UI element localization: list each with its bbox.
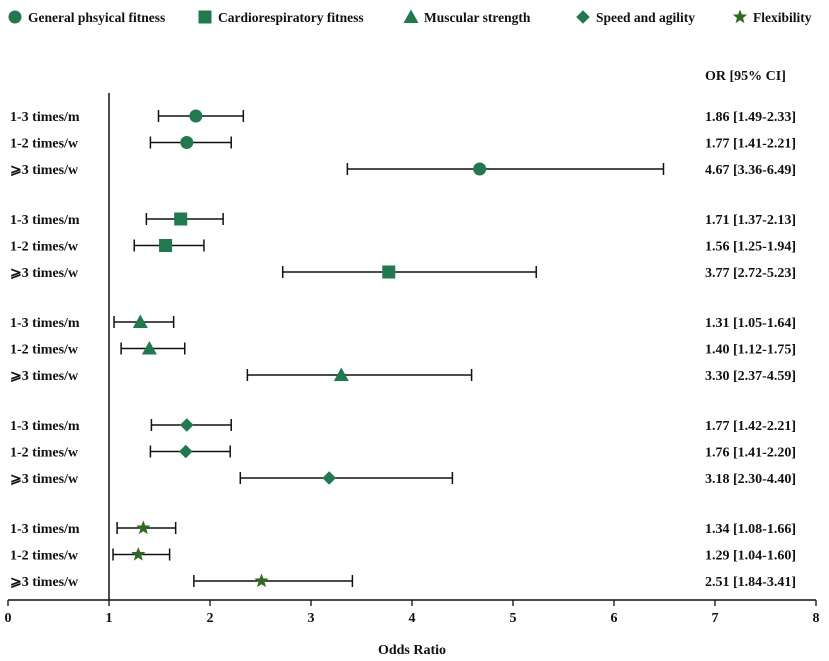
- row-label: ⩾3 times/w: [10, 163, 79, 178]
- data-row: 1-2 times/w 1.40 [1.12-1.75]: [10, 341, 796, 358]
- row-label: 1-3 times/m: [10, 522, 80, 537]
- point-estimate: [136, 520, 151, 535]
- or-ci-value: 2.51 [1.84-3.41]: [705, 575, 796, 590]
- legend-item: Speed and agility: [576, 10, 695, 25]
- legend-item: Muscular strength: [403, 9, 531, 25]
- x-tick-label: 6: [611, 611, 618, 626]
- data-row: ⩾3 times/w 3.18 [2.30-4.40]: [10, 471, 796, 487]
- data-row: ⩾3 times/w 3.77 [2.72-5.23]: [10, 265, 796, 281]
- row-label: 1-2 times/w: [10, 240, 79, 255]
- diamond-icon: [576, 10, 590, 24]
- data-row: 1-2 times/w 1.56 [1.25-1.94]: [10, 239, 796, 255]
- x-axis-title: Odds Ratio: [378, 643, 446, 658]
- x-tick-label: 4: [409, 611, 416, 626]
- triangle-icon: [403, 9, 419, 23]
- point-estimate: [180, 136, 194, 149]
- x-tick-label: 0: [5, 611, 12, 626]
- series-group: 1-3 times/m 1.77 [1.42-2.21] 1-2 times/w 1.…: [10, 418, 796, 487]
- square-icon: [198, 10, 212, 24]
- row-label: ⩾3 times/w: [10, 369, 79, 384]
- or-ci-header: OR [95% CI]: [705, 69, 786, 84]
- point-estimate: [178, 444, 193, 459]
- row-label: 1-2 times/w: [10, 549, 79, 564]
- series-group: 1-3 times/m 1.71 [1.37-2.13] 1-2 times/w 1.…: [10, 212, 796, 281]
- or-ci-value: 1.56 [1.25-1.94]: [705, 240, 796, 255]
- x-tick-label: 8: [813, 611, 820, 626]
- legend-label: General phsyical fitness: [28, 10, 165, 25]
- or-ci-value: 3.18 [2.30-4.40]: [705, 472, 796, 487]
- or-ci-value: 3.30 [2.37-4.59]: [705, 369, 796, 384]
- point-estimate: [174, 212, 188, 226]
- data-row: 1-2 times/w 1.77 [1.41-2.21]: [10, 136, 796, 152]
- data-row: 1-3 times/m 1.71 [1.37-2.13]: [10, 212, 796, 228]
- row-label: 1-2 times/w: [10, 446, 79, 461]
- series-group: 1-3 times/m 1.34 [1.08-1.66] 1-2 times/w 1.…: [10, 520, 796, 590]
- x-tick-label: 5: [510, 611, 517, 626]
- point-estimate: [382, 265, 396, 279]
- or-ci-value: 1.76 [1.41-2.20]: [705, 446, 796, 461]
- point-estimate: [333, 367, 349, 381]
- point-estimate: [159, 239, 173, 252]
- legend-label: Speed and agility: [596, 10, 695, 25]
- row-label: ⩾3 times/w: [10, 575, 79, 590]
- point-estimate: [131, 547, 146, 561]
- point-estimate: [473, 162, 487, 176]
- row-label: 1-3 times/m: [10, 213, 80, 228]
- data-row: ⩾3 times/w 2.51 [1.84-3.41]: [10, 573, 796, 590]
- legend-item: Flexibility: [732, 9, 812, 25]
- or-ci-value: 1.77 [1.42-2.21]: [705, 419, 796, 434]
- row-label: 1-2 times/w: [10, 137, 79, 152]
- data-row: 1-3 times/m 1.86 [1.49-2.33]: [10, 109, 796, 125]
- legend-item: Cardiorespiratory fitness: [198, 10, 364, 25]
- star-icon: [732, 9, 748, 24]
- point-estimate: [179, 418, 194, 432]
- point-estimate: [132, 314, 148, 328]
- series-group: 1-3 times/m 1.86 [1.49-2.33] 1-2 times/w 1.…: [10, 109, 796, 178]
- or-ci-value: 4.67 [3.36-6.49]: [705, 163, 796, 178]
- data-row: 1-2 times/w 1.76 [1.41-2.20]: [10, 444, 796, 461]
- data-row: 1-3 times/m 1.31 [1.05-1.64]: [10, 314, 796, 331]
- legend-label: Cardiorespiratory fitness: [218, 10, 364, 25]
- x-tick-label: 3: [308, 611, 315, 626]
- data-rows: 1-3 times/m 1.86 [1.49-2.33] 1-2 times/w 1.…: [10, 109, 796, 590]
- point-estimate: [189, 109, 203, 123]
- or-ci-value: 3.77 [2.72-5.23]: [705, 266, 796, 281]
- or-ci-value: 1.29 [1.04-1.60]: [705, 549, 796, 564]
- row-label: ⩾3 times/w: [10, 472, 79, 487]
- row-label: 1-3 times/m: [10, 110, 80, 125]
- or-ci-value: 1.71 [1.37-2.13]: [705, 213, 796, 228]
- legend-label: Flexibility: [753, 10, 812, 25]
- point-estimate: [141, 341, 157, 355]
- circle-icon: [8, 10, 22, 24]
- point-estimate: [322, 471, 336, 485]
- data-row: ⩾3 times/w 4.67 [3.36-6.49]: [10, 162, 796, 178]
- x-tick-label: 7: [712, 611, 719, 626]
- axes: 0 1 2 3 4 5 6 7 8: [5, 93, 820, 626]
- or-ci-value: 1.77 [1.41-2.21]: [705, 137, 796, 152]
- or-ci-value: 1.40 [1.12-1.75]: [705, 343, 796, 358]
- data-row: 1-3 times/m 1.77 [1.42-2.21]: [10, 418, 796, 434]
- or-ci-value: 1.31 [1.05-1.64]: [705, 316, 796, 331]
- row-label: 1-3 times/m: [10, 316, 80, 331]
- row-label: 1-2 times/w: [10, 343, 79, 358]
- data-row: ⩾3 times/w 3.30 [2.37-4.59]: [10, 367, 796, 384]
- data-row: 1-3 times/m 1.34 [1.08-1.66]: [10, 520, 796, 537]
- series-group: 1-3 times/m 1.31 [1.05-1.64] 1-2 times/w 1.…: [10, 314, 796, 384]
- legend-label: Muscular strength: [424, 10, 531, 25]
- or-ci-value: 1.86 [1.49-2.33]: [705, 110, 796, 125]
- row-label: 1-3 times/m: [10, 419, 80, 434]
- data-row: 1-2 times/w 1.29 [1.04-1.60]: [10, 547, 796, 564]
- x-tick-label: 1: [106, 611, 113, 626]
- row-label: ⩾3 times/w: [10, 266, 79, 281]
- point-estimate: [254, 573, 269, 588]
- x-tick-label: 2: [207, 611, 214, 626]
- legend: General phsyical fitness Cardiorespirator…: [8, 9, 812, 25]
- or-ci-value: 1.34 [1.08-1.66]: [705, 522, 796, 537]
- legend-item: General phsyical fitness: [8, 10, 165, 25]
